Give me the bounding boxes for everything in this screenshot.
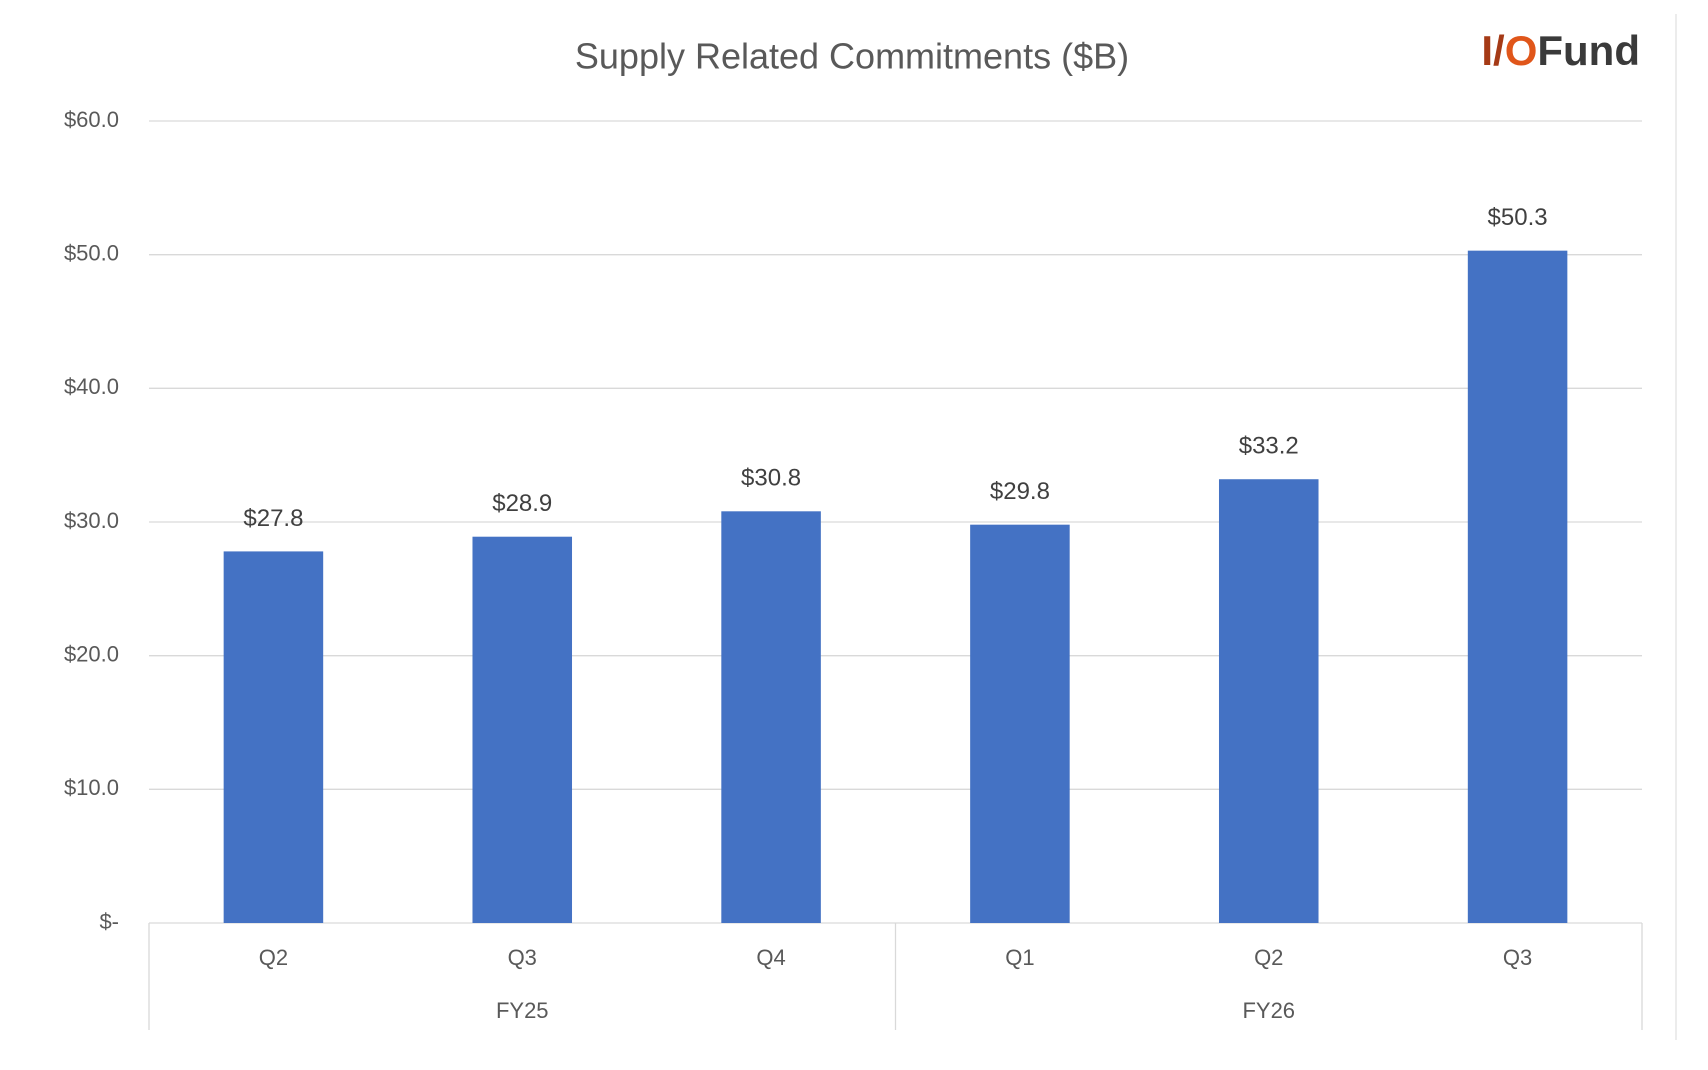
- x-tick-label: Q2: [1254, 945, 1283, 970]
- value-label: $28.9: [492, 490, 552, 517]
- y-tick-label: $50.0: [64, 240, 119, 265]
- logo-part: Fund: [1537, 27, 1640, 74]
- x-tick-label: Q3: [508, 945, 537, 970]
- bar: [970, 524, 1070, 923]
- y-tick-label: $10.0: [64, 775, 119, 800]
- value-label: $27.8: [243, 505, 303, 532]
- value-label: $29.8: [990, 478, 1050, 505]
- y-tick-label: $-: [99, 909, 119, 934]
- x-tick-label: Q4: [756, 945, 785, 970]
- x-tick-label: Q2: [259, 945, 288, 970]
- logo-part: I/: [1481, 27, 1505, 74]
- y-tick-label: $40.0: [64, 374, 119, 399]
- group-label: FY26: [1242, 998, 1295, 1023]
- bar: [1467, 250, 1568, 923]
- value-label: $30.8: [741, 465, 801, 492]
- logo: I/OFund: [1481, 27, 1640, 74]
- chart-title: Supply Related Commitments ($B): [575, 36, 1129, 77]
- bar: [223, 551, 324, 923]
- group-label: FY25: [496, 998, 549, 1023]
- y-tick-label: $30.0: [64, 508, 119, 533]
- bar: [472, 536, 573, 923]
- x-tick-label: Q3: [1503, 945, 1532, 970]
- y-tick-label: $20.0: [64, 641, 119, 666]
- logo-part: O: [1505, 27, 1538, 74]
- bar: [1218, 479, 1319, 923]
- y-tick-label: $60.0: [64, 107, 119, 132]
- value-label: $50.3: [1488, 204, 1548, 231]
- bar: [721, 511, 821, 923]
- x-tick-label: Q1: [1005, 945, 1034, 970]
- value-label: $33.2: [1239, 433, 1299, 460]
